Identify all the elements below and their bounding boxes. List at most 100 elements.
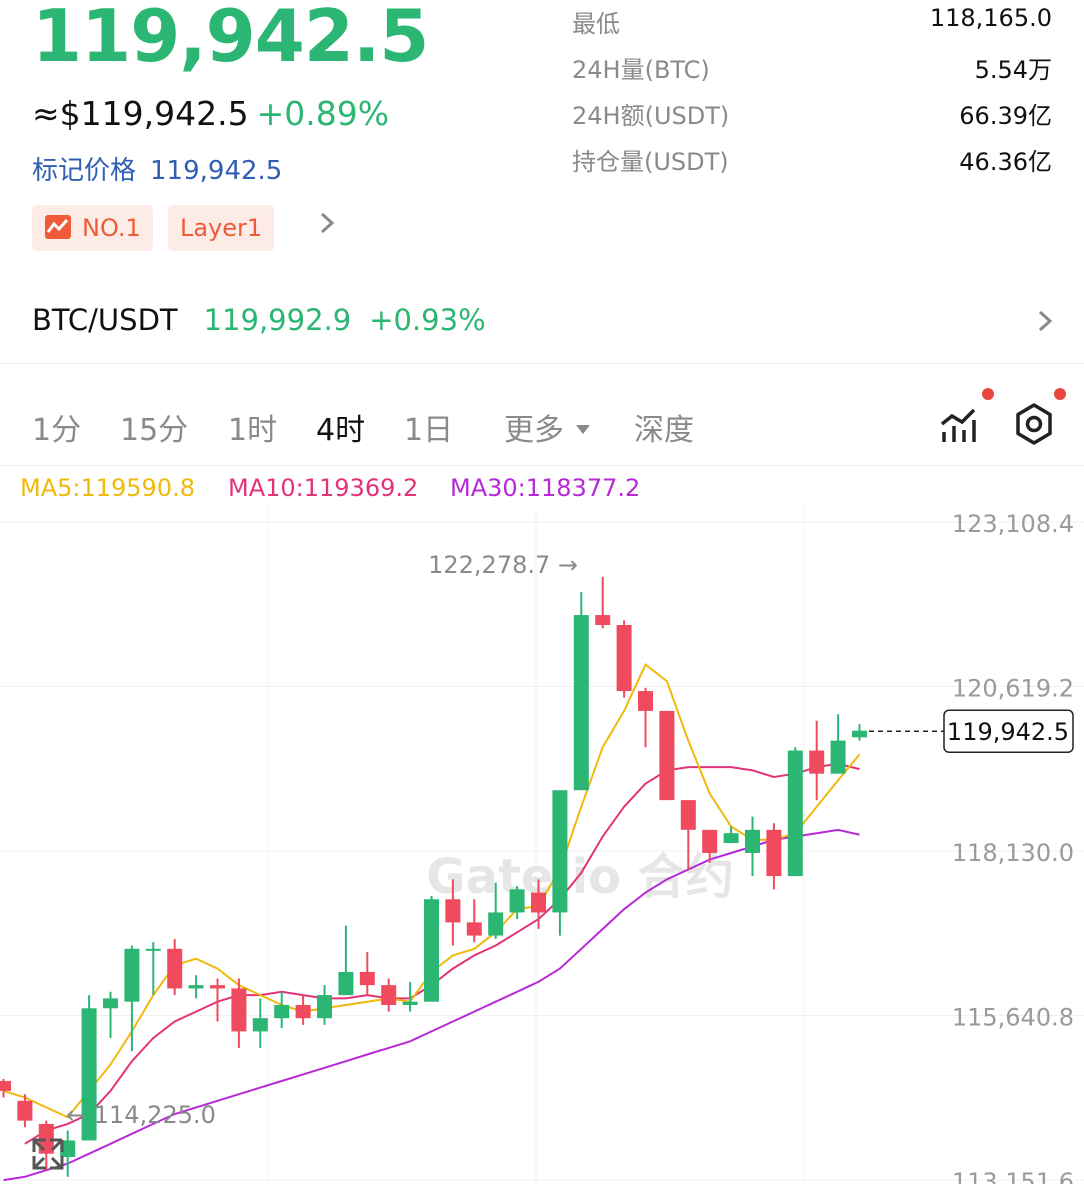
tab-15m[interactable]: 15分 — [120, 413, 189, 448]
candle-body — [274, 1004, 290, 1019]
tab-more-label: 更多 — [504, 413, 564, 448]
candle — [702, 829, 718, 863]
tab-more[interactable]: 更多 — [504, 405, 592, 449]
settings-gear-icon[interactable] — [1012, 402, 1056, 450]
candle — [231, 978, 247, 1048]
candle — [723, 826, 739, 844]
candle-body — [531, 892, 546, 913]
chart-watermark: Gate.io 合约 — [426, 849, 734, 905]
rank-tag[interactable]: NO.1 — [32, 205, 153, 251]
candle-body — [167, 948, 183, 989]
usd-price: ≈$119,942.5 — [32, 94, 249, 133]
candle — [60, 1130, 76, 1177]
candle — [188, 975, 204, 999]
current-price-box — [943, 709, 1074, 753]
candle-body — [231, 988, 247, 1032]
ma5-label: MA5:119590.8 — [20, 474, 195, 502]
candle-body — [616, 624, 632, 692]
rank-tag-label: NO.1 — [82, 214, 141, 242]
spot-pair-row[interactable]: BTC/USDT 119,992.9 +0.93% — [32, 303, 486, 337]
candle — [531, 879, 546, 929]
candle-body — [659, 710, 675, 801]
candle — [17, 1094, 33, 1128]
candle — [809, 720, 825, 801]
candle-body — [466, 922, 482, 936]
candle-body — [103, 998, 118, 1009]
category-tag-label: Layer1 — [180, 214, 263, 242]
tags-more-chevron-icon[interactable] — [316, 206, 338, 249]
price-axis: 123,108.4 120,619.2 118,130.0 115,640.8 113,… — [952, 510, 1074, 1184]
candle — [167, 938, 183, 996]
candle — [509, 886, 525, 920]
candle — [830, 714, 846, 774]
candle — [638, 687, 653, 748]
candle — [81, 995, 97, 1141]
candle-body — [60, 1140, 76, 1157]
candle — [210, 978, 225, 1022]
candle — [745, 816, 760, 877]
candle — [424, 895, 439, 1002]
stat-low-label: 最低 — [572, 10, 620, 38]
stat-turnover-label: 24H额(USDT) — [572, 102, 730, 130]
candle — [616, 620, 632, 698]
candle-body — [359, 971, 375, 986]
candle-body — [424, 899, 439, 1002]
candle-body — [445, 899, 461, 923]
indicator-chart-icon[interactable] — [938, 404, 980, 450]
stat-turnover-value: 66.39亿 — [959, 102, 1052, 130]
tab-1m[interactable]: 1分 — [32, 413, 82, 448]
spot-pair-chevron-icon[interactable] — [1034, 304, 1056, 342]
candle — [124, 945, 140, 1052]
candle-body — [595, 615, 611, 625]
low-price-annotation: ← 114,225.0 — [66, 1101, 216, 1129]
candle-body — [766, 829, 782, 877]
tab-1h[interactable]: 1时 — [228, 413, 278, 448]
candle — [766, 823, 782, 890]
candle-body — [680, 800, 696, 830]
stat-low-value: 118,165.0 — [929, 4, 1052, 32]
candle-body — [702, 829, 718, 853]
candle-body — [210, 985, 225, 989]
price-axis-tick: 113,151.6 — [952, 1168, 1074, 1184]
price-axis-tick: 118,130.0 — [952, 839, 1074, 867]
candle-body — [787, 750, 803, 877]
mark-price-row[interactable]: 标记价格 119,942.5 — [32, 150, 282, 187]
tabs-divider — [0, 465, 1084, 466]
tab-depth[interactable]: 深度 — [634, 413, 694, 448]
candle — [852, 724, 867, 741]
candle — [252, 998, 268, 1048]
candle — [659, 710, 675, 801]
candle — [145, 942, 161, 996]
spot-pair-name: BTC/USDT — [32, 303, 178, 337]
candle-body — [402, 1001, 418, 1005]
candle-body — [81, 1008, 97, 1141]
ma30-line — [3, 828, 860, 1182]
candle-body — [38, 1123, 54, 1154]
candle-body — [638, 691, 653, 711]
candle — [402, 981, 418, 1012]
candle — [0, 1078, 11, 1098]
tab-1d[interactable]: 1日 — [404, 413, 454, 448]
change-percent: +0.89% — [256, 94, 390, 133]
chart-grid — [0, 508, 1084, 1184]
candle — [552, 790, 568, 936]
tab-4h[interactable]: 4时 — [316, 413, 366, 448]
kline-chart[interactable]: Gate.io 合约 123,108.4120,619.2118,130.011… — [0, 508, 1084, 1184]
candle — [488, 882, 504, 939]
candle-body — [124, 948, 140, 1002]
category-tag[interactable]: Layer1 — [168, 205, 275, 251]
candle — [359, 952, 375, 996]
candle — [445, 879, 461, 946]
price-axis-tick: 123,108.4 — [952, 510, 1074, 538]
candle-body — [381, 985, 397, 1005]
stat-volume-value: 5.54万 — [974, 56, 1052, 84]
spot-pair-price: 119,992.9 — [203, 303, 352, 337]
mark-price-label: 标记价格 — [32, 156, 137, 186]
candle — [381, 978, 397, 1012]
mark-price-value: 119,942.5 — [150, 156, 283, 186]
candle — [338, 925, 354, 996]
fullscreen-expand-icon[interactable] — [32, 1138, 64, 1170]
stat-open-interest-value: 46.36亿 — [959, 148, 1052, 176]
candle — [295, 995, 311, 1025]
candle-body — [145, 948, 161, 951]
